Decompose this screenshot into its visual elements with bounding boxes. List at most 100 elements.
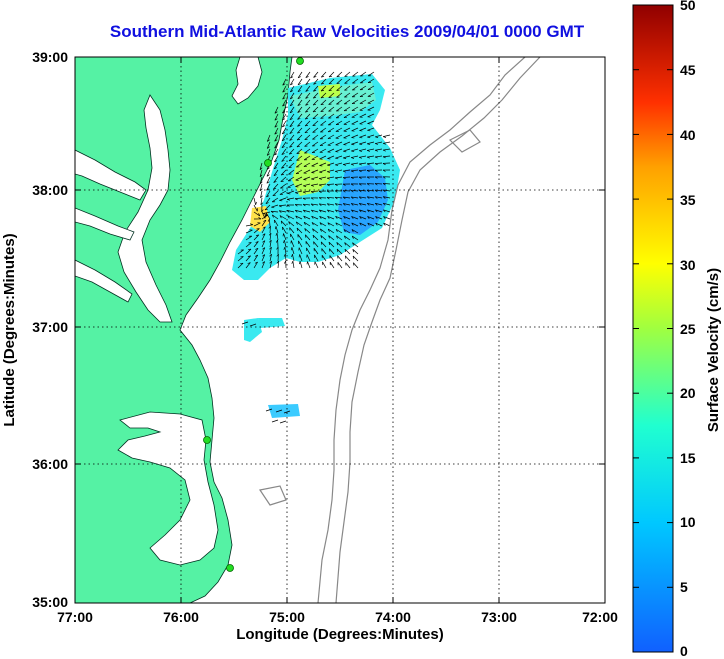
velocity-arrow-head xyxy=(327,228,330,232)
velocity-arrow xyxy=(245,248,252,255)
velocity-arrow xyxy=(273,162,279,170)
velocity-arrow-head xyxy=(296,145,300,148)
velocity-arrow xyxy=(327,222,335,227)
velocity-arrow xyxy=(343,162,351,165)
velocity-arrow-head xyxy=(260,195,263,199)
velocity-arrow-head xyxy=(343,222,346,226)
velocity-arrow xyxy=(237,256,244,262)
velocity-arrow-head xyxy=(281,139,285,142)
velocity-arrow-head xyxy=(334,196,338,200)
velocity-arrow xyxy=(303,215,311,220)
velocity-arrow-head xyxy=(295,192,299,194)
velocity-arrow xyxy=(303,183,311,187)
velocity-arrow-head xyxy=(273,188,277,190)
velocity-arrow-head xyxy=(296,152,300,154)
velocity-arrow xyxy=(359,189,367,192)
velocity-arrow-head xyxy=(272,214,274,218)
velocity-arrow-head xyxy=(313,96,317,99)
velocity-arrow-head xyxy=(382,196,386,199)
velocity-arrow-head xyxy=(328,242,331,246)
velocity-arrow-head xyxy=(266,188,270,191)
velocity-arrow-head xyxy=(289,125,293,127)
velocity-arrow xyxy=(274,141,279,149)
velocity-arrow xyxy=(328,71,335,78)
velocity-arrow xyxy=(261,233,266,241)
radar-station-marker xyxy=(296,57,304,65)
velocity-arrow xyxy=(264,204,271,211)
velocity-arrow-head xyxy=(318,184,322,187)
velocity-arrow xyxy=(312,234,319,241)
velocity-arrow-head xyxy=(260,188,263,192)
velocity-arrow-head xyxy=(282,90,286,93)
velocity-arrow-head xyxy=(264,208,268,211)
velocity-arrow xyxy=(304,148,311,154)
velocity-arrow-head xyxy=(305,83,309,85)
velocity-arrow-head xyxy=(305,111,309,113)
velocity-arrow xyxy=(351,141,359,145)
velocity-arrow xyxy=(351,216,359,220)
velocity-arrow xyxy=(336,106,343,112)
velocity-arrow-head xyxy=(284,260,287,264)
velocity-arrow xyxy=(344,235,351,241)
velocity-arrow xyxy=(253,234,260,241)
velocity-arrow xyxy=(322,261,327,269)
velocity-arrow-head xyxy=(302,203,306,207)
velocity-arrow-head xyxy=(282,97,286,100)
colorbar-tick-label: 5 xyxy=(680,579,688,595)
velocity-arrow xyxy=(313,85,319,92)
velocity-arrow-head xyxy=(259,174,263,177)
velocity-arrow xyxy=(287,183,295,188)
velocity-arrow xyxy=(320,106,327,112)
velocity-arrow xyxy=(289,141,295,148)
colorbar-tick-label: 0 xyxy=(680,643,688,659)
velocity-arrow xyxy=(319,209,327,213)
velocity-arrow xyxy=(375,222,383,227)
velocity-arrow xyxy=(292,254,295,262)
velocity-arrow-head xyxy=(297,118,301,120)
velocity-arrow-head xyxy=(358,176,362,179)
velocity-arrow-head xyxy=(295,215,298,219)
velocity-arrow-head xyxy=(254,261,258,264)
velocity-arrow xyxy=(305,85,311,92)
velocity-arrow-head xyxy=(343,157,347,159)
velocity-arrow-head xyxy=(311,178,315,181)
velocity-arrow-head xyxy=(359,150,363,152)
velocity-arrow-head xyxy=(250,223,253,226)
velocity-arrow xyxy=(320,235,327,241)
velocity-arrow xyxy=(328,241,335,248)
velocity-arrow xyxy=(335,196,343,199)
velocity-arrow xyxy=(269,218,271,227)
velocity-arrow-head xyxy=(319,171,323,174)
velocity-arrow xyxy=(304,228,311,234)
velocity-arrow xyxy=(351,120,359,125)
velocity-arrow xyxy=(320,99,327,106)
velocity-arrow xyxy=(279,197,287,201)
velocity-arrow xyxy=(295,169,303,174)
velocity-arrow xyxy=(359,85,367,91)
velocity-arrow-head xyxy=(303,209,306,213)
velocity-arrow xyxy=(351,127,359,132)
lat-tick-label: 38:00 xyxy=(32,182,68,198)
velocity-arrow-head xyxy=(382,169,386,172)
velocity-arrow-head xyxy=(374,183,378,186)
velocity-arrow xyxy=(343,222,351,227)
velocity-arrow-head xyxy=(311,172,315,174)
velocity-arrow-head xyxy=(255,247,259,250)
velocity-arrow xyxy=(352,249,359,255)
velocity-arrow-head xyxy=(282,132,285,135)
velocity-arrow-head xyxy=(280,180,284,183)
velocity-arrow xyxy=(336,99,343,105)
velocity-arrow xyxy=(335,209,343,213)
velocity-arrow xyxy=(312,92,319,99)
velocity-arrow-head xyxy=(351,216,354,219)
velocity-arrow-head xyxy=(366,170,370,173)
velocity-arrow xyxy=(260,190,263,198)
velocity-arrow xyxy=(319,183,327,186)
velocity-arrow xyxy=(261,240,266,248)
velocity-arrow-head xyxy=(350,196,354,200)
velocity-arrow xyxy=(290,240,295,248)
velocity-arrow xyxy=(383,134,391,137)
velocity-arrow xyxy=(359,162,367,165)
velocity-arrow xyxy=(282,78,287,86)
velocity-arrow xyxy=(328,235,335,241)
